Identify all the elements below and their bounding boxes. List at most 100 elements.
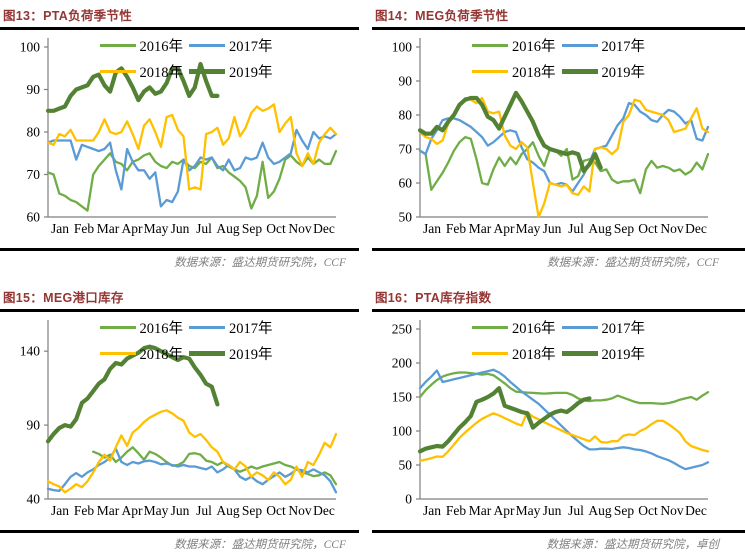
- y-tick-label: 250: [392, 322, 413, 337]
- y-tick-label: 90: [27, 418, 41, 433]
- x-axis-label: Nov: [660, 503, 683, 518]
- y-tick-label: 200: [392, 356, 413, 371]
- line-2016: [46, 149, 338, 212]
- line-2017: [418, 101, 710, 193]
- x-axis-label: May: [144, 221, 169, 236]
- bottom-divider: [0, 530, 359, 533]
- x-axis-label: Aug: [588, 221, 611, 236]
- chart-panel-14: 图14：MEG负荷季节性 50 60 70 80 90 100 Jan Feb Mar Apr Ma…: [372, 0, 745, 276]
- x-axis-label: Aug: [216, 503, 239, 518]
- x-axis-label: Jul: [196, 503, 212, 518]
- x-axis-label: Mar: [97, 221, 120, 236]
- x-axis-label: Jan: [423, 503, 441, 518]
- bottom-divider: [372, 248, 745, 251]
- data-source: 数据来源：盛达期货研究院，CCF: [174, 539, 346, 551]
- x-axis-label: Apr: [122, 503, 143, 518]
- x-axis-label: Nov: [288, 221, 311, 236]
- line-2018: [46, 103, 338, 191]
- y-tick-label: 50: [399, 210, 413, 225]
- x-axis-label: Oct: [638, 503, 658, 518]
- chart-canvas: 40 90 140 Jan Feb Mar Apr May Jun Jul Aug Sep Oct Nov…: [20, 320, 338, 518]
- x-axis-label: Apr: [494, 221, 515, 236]
- chart-panel-15: 图15：MEG港口库存 40 90 140 Jan Feb Mar Apr May Jun Jul…: [0, 276, 372, 553]
- panel-title: 图13：PTA负荷季节性: [3, 9, 133, 23]
- chart-panel-13: 图13：PTA负荷季节性 60 70 80 90 100 Jan Feb Mar Apr May J…: [0, 0, 372, 276]
- y-tick-label: 0: [405, 492, 412, 507]
- chart-canvas: 50 60 70 80 90 100 Jan Feb Mar Apr May Jun Jul Aug Sep…: [392, 38, 710, 236]
- y-tick-label: 140: [20, 344, 41, 359]
- data-source: 数据来源：盛达期货研究院，CCF: [174, 257, 346, 269]
- y-tick-label: 100: [392, 424, 413, 439]
- x-axis-label: May: [516, 221, 541, 236]
- x-axis-label: Sep: [242, 503, 263, 518]
- x-axis-label: Jun: [171, 503, 190, 518]
- chart-canvas: 0 50 100 150 200 250 Jan Feb Mar Apr May Jun Jul Aug S…: [392, 320, 710, 518]
- title-divider: [372, 309, 745, 312]
- chart-area: 50 60 70 80 90 100 Jan Feb Mar Apr May Jun Jul Aug Sep…: [372, 30, 745, 248]
- panel-title: 图14：MEG负荷季节性: [375, 9, 509, 23]
- x-axis-label: Sep: [614, 503, 635, 518]
- y-tick-label: 70: [399, 142, 413, 157]
- x-axis-label: Mar: [97, 503, 120, 518]
- x-axis-label: Oct: [266, 503, 286, 518]
- y-tick-label: 100: [20, 40, 41, 55]
- y-tick-label: 60: [399, 176, 413, 191]
- x-axis-label: Jun: [171, 221, 190, 236]
- x-axis-label: Apr: [122, 221, 143, 236]
- chart-area: 40 90 140 Jan Feb Mar Apr May Jun Jul Aug Sep Oct Nov…: [0, 312, 372, 530]
- title-divider: [372, 27, 745, 30]
- chart-area: 0 50 100 150 200 250 Jan Feb Mar Apr May Jun Jul Aug S…: [372, 312, 745, 530]
- line-2018: [418, 410, 710, 463]
- line-2017: [418, 368, 710, 471]
- x-axis-label: Feb: [74, 221, 95, 236]
- title-divider: [0, 27, 359, 30]
- y-tick-label: 70: [27, 167, 41, 182]
- line-2016: [418, 371, 710, 405]
- line-2017: [46, 447, 338, 494]
- x-axis-label: Jul: [196, 221, 212, 236]
- panel-title: 图15：MEG港口库存: [3, 291, 124, 305]
- data-source: 数据来源：盛达期货研究院，卓创: [546, 539, 720, 551]
- title-divider: [0, 309, 359, 312]
- x-axis-label: Mar: [469, 221, 492, 236]
- x-axis-label: Feb: [446, 221, 467, 236]
- chart-panel-16: 图16：PTA库存指数 0 50 100 150 200 250 Jan Feb Mar Apr M…: [372, 276, 745, 553]
- x-axis-label: Jun: [543, 503, 562, 518]
- data-source: 数据来源：盛达期货研究院，CCF: [547, 257, 719, 269]
- x-axis-label: Nov: [288, 503, 311, 518]
- x-axis-label: Jul: [568, 503, 584, 518]
- y-tick-label: 90: [399, 74, 413, 89]
- x-axis-label: May: [516, 503, 541, 518]
- x-axis-label: Jan: [51, 503, 69, 518]
- x-axis-label: Sep: [614, 221, 635, 236]
- x-axis-label: Dec: [313, 221, 335, 236]
- line-2018: [418, 96, 710, 219]
- y-tick-label: 40: [27, 492, 41, 507]
- line-2019: [417, 90, 603, 174]
- y-tick-label: 80: [399, 108, 413, 123]
- line-2019: [45, 344, 220, 444]
- line-2018: [46, 409, 338, 494]
- x-axis-label: Aug: [216, 221, 239, 236]
- chart-area: 60 70 80 90 100 Jan Feb Mar Apr May Jun Jul Aug Sep Oc…: [0, 30, 372, 248]
- x-axis-label: Feb: [446, 503, 467, 518]
- x-axis-label: Nov: [660, 221, 683, 236]
- chart-canvas: 60 70 80 90 100 Jan Feb Mar Apr May Jun Jul Aug Sep Oc…: [20, 38, 338, 236]
- line-2019: [417, 386, 592, 454]
- y-tick-label: 80: [27, 125, 41, 140]
- y-tick-label: 90: [27, 82, 41, 97]
- y-tick-label: 60: [27, 210, 41, 225]
- y-tick-label: 100: [392, 40, 413, 55]
- line-2017: [46, 128, 338, 208]
- line-2019: [45, 61, 220, 113]
- bottom-divider: [372, 530, 745, 533]
- x-axis-label: Dec: [313, 503, 335, 518]
- panel-title: 图16：PTA库存指数: [375, 291, 492, 305]
- y-tick-label: 150: [392, 390, 413, 405]
- y-tick-label: 50: [399, 458, 413, 473]
- x-axis-label: Feb: [74, 503, 95, 518]
- x-axis-label: Jul: [568, 221, 584, 236]
- x-axis-label: Aug: [588, 503, 611, 518]
- x-axis-label: Dec: [685, 221, 707, 236]
